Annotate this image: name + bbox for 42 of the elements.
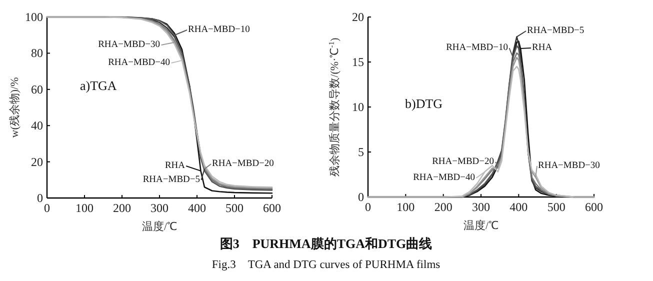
y-tick-label: 0 bbox=[37, 191, 43, 205]
legend-label: RHA−MBD−5 bbox=[142, 175, 200, 185]
x-axis-title: 温度/℃ bbox=[463, 219, 499, 232]
y-tick-label: 40 bbox=[31, 118, 43, 133]
x-tick-label: 400 bbox=[188, 201, 206, 215]
legend-label: RHA−MBD−40 bbox=[108, 58, 170, 68]
x-axis-title: 温度/℃ bbox=[142, 220, 178, 233]
y-tick-label: 80 bbox=[31, 46, 43, 60]
x-tick-label: 600 bbox=[263, 201, 281, 215]
legend-label: RHA bbox=[164, 161, 186, 171]
y-tick-label: 15 bbox=[352, 55, 364, 69]
x-tick-label: 400 bbox=[510, 200, 528, 214]
y-tick-label: 20 bbox=[352, 10, 364, 24]
caption: Fig.3 TGA and DTG curves of PURHMA films bbox=[212, 259, 441, 271]
y-tick-label: 20 bbox=[31, 154, 43, 169]
series-label: RHA−MBD−10 bbox=[188, 25, 250, 35]
x-tick-label: 200 bbox=[434, 200, 452, 214]
y-tick-label: 5 bbox=[358, 145, 364, 159]
text: a)TGA bbox=[80, 78, 118, 93]
series-label: RHA−MBD−40 bbox=[413, 173, 476, 183]
series-label: RHA−MBD−20 bbox=[212, 159, 274, 169]
x-tick-label: 100 bbox=[76, 201, 94, 215]
legend-label: RHA bbox=[532, 43, 552, 53]
legend-label: RHA−MBD−30 bbox=[98, 40, 160, 50]
caption: 图3 PURHMA膜的TGA和DTG曲线 bbox=[220, 236, 432, 251]
legend-label: RHA−MBD−30 bbox=[538, 161, 600, 171]
series-label: RHA−MBD−10 bbox=[446, 43, 508, 53]
x-tick-label: 600 bbox=[585, 200, 603, 214]
y-tick-label: 0 bbox=[358, 190, 364, 204]
x-tick-label: 300 bbox=[150, 201, 168, 215]
x-tick-label: 100 bbox=[396, 200, 415, 214]
x-tick-label: 500 bbox=[547, 200, 566, 214]
y-tick-label: 100 bbox=[25, 10, 43, 24]
y-axis-title: w(残余物)/% bbox=[8, 77, 21, 138]
text: b)DTG bbox=[405, 96, 443, 111]
x-tick-label: 500 bbox=[226, 201, 244, 215]
series-label: RHA−MBD−20 bbox=[432, 157, 494, 167]
y-tick-label: 60 bbox=[31, 82, 43, 96]
x-tick-label: 200 bbox=[113, 201, 131, 215]
legend-label: RHA−MBD−5 bbox=[527, 26, 584, 36]
x-tick-label: 300 bbox=[472, 200, 490, 214]
y-tick-label: 10 bbox=[352, 100, 364, 114]
